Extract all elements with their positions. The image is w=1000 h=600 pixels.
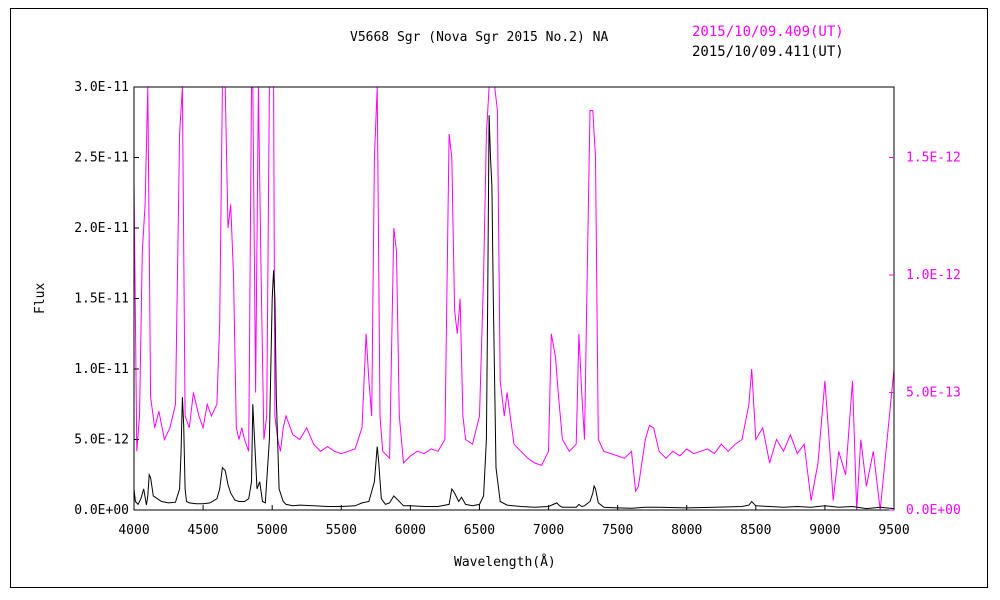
y-right-tick-label: 1.5E-12 [906, 151, 961, 166]
y-axis-label: Flux [33, 283, 48, 314]
series-line-1 [133, 86, 895, 511]
y-left-tick-label: 5.0E-12 [74, 433, 129, 448]
x-tick-label: 5500 [326, 523, 357, 538]
x-tick-label: 9000 [809, 523, 840, 538]
x-tick-label: 8000 [671, 523, 702, 538]
legend-series-2: 2015/10/09.411(UT) [692, 44, 844, 60]
y-left-tick-label: 2.0E-11 [74, 221, 129, 236]
y-left-tick-label: 2.5E-11 [74, 151, 129, 166]
y-left-tick-label: 1.0E-11 [74, 362, 129, 377]
x-tick-label: 5000 [257, 523, 288, 538]
x-tick-label: 4000 [118, 523, 149, 538]
chart-frame [10, 8, 988, 588]
plot-area: 4000 4500 5000 5500 6000 6500 7000 7500 8000 8500… [74, 80, 961, 538]
x-tick-label: 6500 [464, 523, 495, 538]
x-tick-label: 6000 [395, 523, 426, 538]
chart-title: V5668 Sgr (Nova Sgr 2015 No.2) NA [350, 30, 608, 45]
x-tick-label: 8500 [740, 523, 771, 538]
x-axis-label: Wavelength(Å) [454, 554, 556, 570]
y-left-tick-label: 1.5E-11 [74, 292, 129, 307]
y-right-tick-label: 5.0E-13 [906, 386, 961, 401]
x-tick-label: 7500 [602, 523, 633, 538]
y-left-tick-label: 3.0E-11 [74, 80, 129, 95]
series-line-2 [133, 115, 895, 510]
x-tick-label: 9500 [878, 523, 909, 538]
x-tick-label: 7000 [533, 523, 564, 538]
y-right-tick-label: 1.0E-12 [906, 268, 961, 283]
x-tick-label: 4500 [187, 523, 218, 538]
legend-series-1: 2015/10/09.409(UT) [692, 24, 844, 40]
plot-border [133, 86, 895, 511]
y-right-tick-label: 0.0E+00 [906, 503, 961, 518]
y-left-tick-label: 0.0E+00 [74, 503, 129, 518]
